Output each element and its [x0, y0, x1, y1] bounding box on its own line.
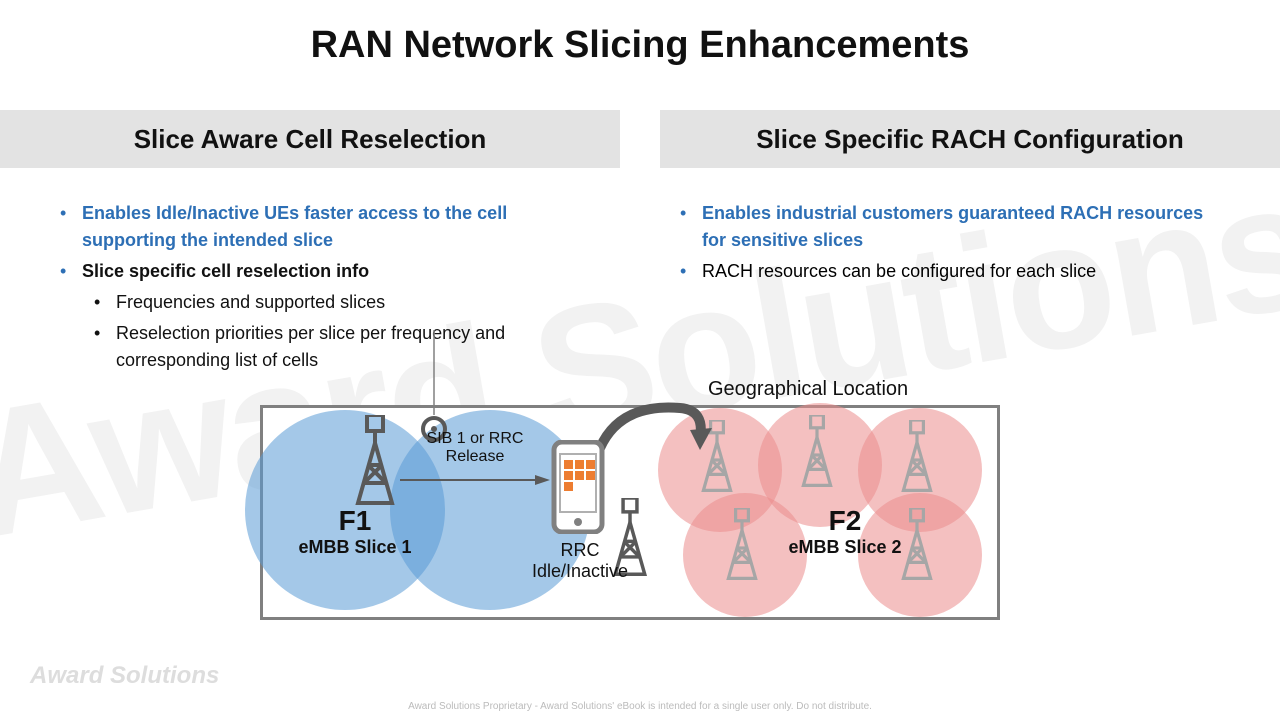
- tower-pink-4: [722, 508, 762, 580]
- geo-label: Geographical Location: [708, 378, 908, 401]
- rrc-line1: RRC: [520, 540, 640, 561]
- f2-big: F2: [780, 505, 910, 537]
- phone-icon: [550, 440, 606, 539]
- sib-label: SIB 1 or RRC Release: [420, 430, 530, 466]
- right-b1: Enables industrial customers guaranteed …: [702, 203, 1203, 250]
- left-bullets: Enables Idle/Inactive UEs faster access …: [60, 200, 600, 378]
- page-title: RAN Network Slicing Enhancements: [0, 24, 1280, 67]
- connector-line: [424, 330, 444, 422]
- right-bullets: Enables industrial customers guaranteed …: [680, 200, 1220, 289]
- left-column-header: Slice Aware Cell Reselection: [0, 110, 620, 168]
- f2-label: F2 eMBB Slice 2: [780, 505, 910, 558]
- left-b2: Slice specific cell reselection info: [82, 261, 369, 281]
- rrc-line2: Idle/Inactive: [520, 561, 640, 582]
- f1-label: F1 eMBB Slice 1: [290, 505, 420, 558]
- tower-pink-3: [897, 420, 937, 492]
- left-b2b: Reselection priorities per slice per fre…: [94, 320, 600, 374]
- f1-big: F1: [290, 505, 420, 537]
- sib-arrow: [400, 470, 550, 490]
- left-b2a: Frequencies and supported slices: [94, 289, 600, 316]
- right-column-header: Slice Specific RACH Configuration: [660, 110, 1280, 168]
- geo-arrow: [590, 398, 720, 458]
- left-b1: Enables Idle/Inactive UEs faster access …: [82, 203, 507, 250]
- sib-line1: SIB 1 or RRC: [420, 430, 530, 448]
- watermark-logo: Award Solutions: [30, 662, 219, 690]
- tower-pink-2: [797, 415, 837, 487]
- rrc-label: RRC Idle/Inactive: [520, 540, 640, 582]
- f1-small: eMBB Slice 1: [290, 537, 420, 558]
- footer-text: Award Solutions Proprietary - Award Solu…: [0, 701, 1280, 712]
- sib-line2: Release: [420, 448, 530, 466]
- right-b2: RACH resources can be configured for eac…: [680, 258, 1220, 285]
- f2-small: eMBB Slice 2: [780, 537, 910, 558]
- tower-f1: [350, 415, 400, 505]
